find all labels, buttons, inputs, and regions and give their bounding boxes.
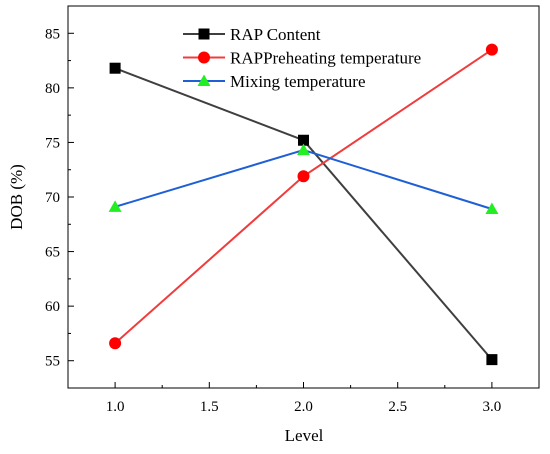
y-tick-label: 75 — [45, 135, 60, 151]
legend-label: Mixing temperature — [230, 72, 366, 91]
series-1-point — [485, 43, 498, 56]
y-tick-label: 70 — [45, 190, 60, 206]
legend-swatch-marker — [198, 51, 210, 64]
x-tick-label: 1.5 — [200, 399, 219, 415]
series-2 — [108, 143, 499, 215]
series-1 — [109, 43, 498, 350]
legend-item: RAP Content — [183, 25, 321, 44]
series-1-point — [297, 170, 310, 183]
series-0-point — [486, 354, 498, 366]
x-tick-label: 1.0 — [106, 399, 125, 415]
x-axis-title: Level — [285, 426, 324, 445]
y-tick-label: 55 — [45, 354, 60, 370]
y-axis-ticks: 55 60 65 70 75 80 85 — [45, 5, 74, 389]
series-0-line — [114, 67, 493, 361]
series-2-point — [108, 200, 122, 212]
series-0 — [109, 62, 498, 366]
series-1-point — [109, 337, 122, 350]
series-2-point — [485, 202, 499, 215]
y-tick-label: 85 — [45, 26, 60, 42]
y-tick-label: 60 — [45, 299, 60, 315]
legend-item: RAPPreheating temperature — [183, 49, 421, 68]
y-tick-label: 80 — [45, 81, 60, 97]
series-0-point — [109, 62, 121, 74]
legend-label: RAPPreheating temperature — [230, 49, 421, 68]
y-axis-title: DOB (%) — [7, 164, 26, 230]
series-layer — [108, 43, 499, 366]
x-tick-label: 2.0 — [294, 399, 313, 415]
x-tick-label: 3.0 — [483, 399, 502, 415]
y-tick-label: 65 — [45, 245, 60, 261]
series-2-point — [297, 143, 310, 156]
x-axis-ticks: 1.0 1.5 2.0 2.5 3.0 — [106, 382, 502, 415]
x-tick-label: 2.5 — [388, 399, 407, 415]
legend: RAP Content RAPPreheating temperature Mixi… — [183, 25, 421, 91]
legend-item: Mixing temperature — [183, 72, 366, 91]
legend-label: RAP Content — [230, 25, 321, 44]
series-0-point — [298, 134, 309, 146]
series-1-line — [114, 48, 493, 344]
legend-swatch-marker — [198, 28, 210, 40]
legend-swatch-marker — [197, 74, 211, 86]
